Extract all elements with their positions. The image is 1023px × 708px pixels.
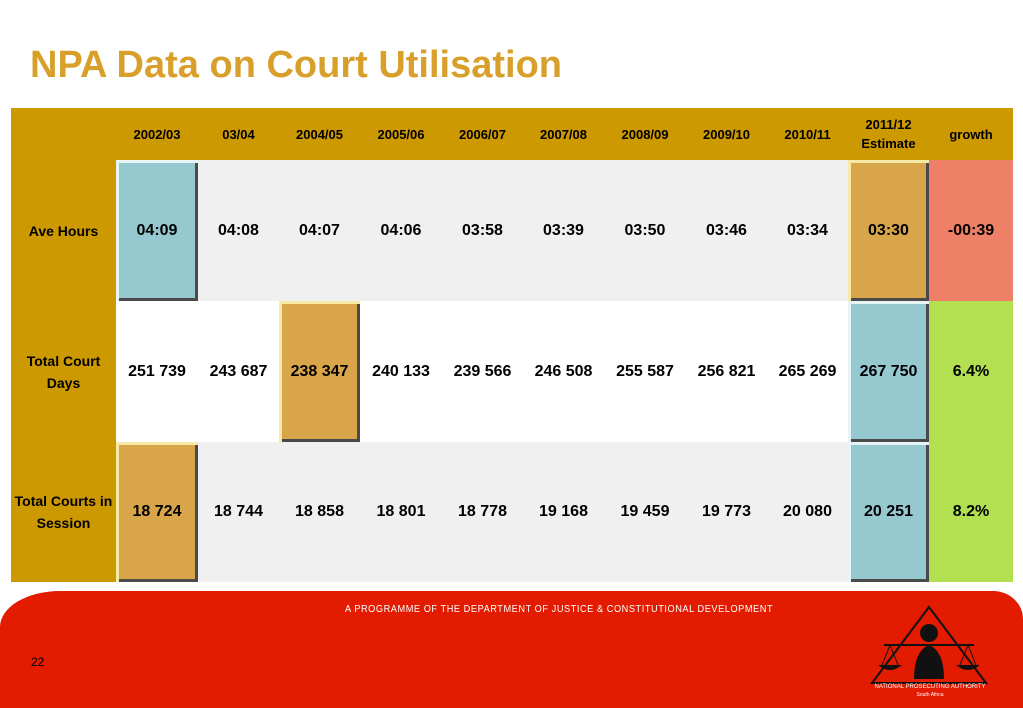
- row-label: Total Courts in Session: [11, 442, 116, 582]
- table-cell: 20 251: [848, 442, 929, 582]
- table-cell: 243 687: [198, 301, 279, 442]
- table-cell: 265 269: [767, 301, 848, 442]
- npa-logo-subtitle: South Africa: [916, 692, 944, 698]
- header-cell: 03/04: [198, 108, 279, 160]
- programme-text: A PROGRAMME OF THE DEPARTMENT OF JUSTICE…: [345, 604, 774, 615]
- growth-cell: -00:39: [929, 160, 1013, 301]
- page-number: 22: [31, 655, 45, 669]
- table-cell: 03:46: [686, 160, 767, 301]
- table-cell: 18 724: [116, 442, 198, 582]
- table-cell: 19 773: [686, 442, 767, 582]
- table-cell: 03:50: [604, 160, 686, 301]
- court-utilisation-table: 2002/03 03/04 2004/05 2005/06 2006/07 20…: [11, 108, 1013, 582]
- header-cell: 2009/10: [686, 108, 767, 160]
- table-cell: 239 566: [442, 301, 523, 442]
- table-cell: 20 080: [767, 442, 848, 582]
- table-cell: 04:07: [279, 160, 360, 301]
- table-row: Total Court Days 251 739 243 687 238 347…: [11, 301, 1013, 442]
- row-label: Ave Hours: [11, 160, 116, 301]
- table-cell: 04:08: [198, 160, 279, 301]
- table-cell: 246 508: [523, 301, 604, 442]
- npa-logo-name: NATIONAL PROSECUTING AUTHORITY: [874, 684, 986, 690]
- table-cell: 267 750: [848, 301, 929, 442]
- table-cell: 251 739: [116, 301, 198, 442]
- header-cell: 2005/06: [360, 108, 442, 160]
- header-cell-estimate: 2011/12 Estimate: [848, 108, 929, 160]
- table-cell: 18 858: [279, 442, 360, 582]
- growth-cell: 8.2%: [929, 442, 1013, 582]
- table-cell: 03:34: [767, 160, 848, 301]
- table-cell: 256 821: [686, 301, 767, 442]
- table-cell: 238 347: [279, 301, 360, 442]
- table-row: Ave Hours 04:09 04:08 04:07 04:06 03:58 …: [11, 160, 1013, 301]
- table-cell: 04:09: [116, 160, 198, 301]
- table-cell: 19 459: [604, 442, 686, 582]
- header-cell: 2006/07: [442, 108, 523, 160]
- header-cell: 2004/05: [279, 108, 360, 160]
- table-cell: 03:58: [442, 160, 523, 301]
- header-cell: 2010/11: [767, 108, 848, 160]
- row-label: Total Court Days: [11, 301, 116, 442]
- table-cell: 18 778: [442, 442, 523, 582]
- header-cell-growth: growth: [929, 108, 1013, 160]
- table-cell: 255 587: [604, 301, 686, 442]
- table-row: Total Courts in Session 18 724 18 744 18…: [11, 442, 1013, 582]
- table-cell: 19 168: [523, 442, 604, 582]
- table-cell: 18 744: [198, 442, 279, 582]
- growth-cell: 6.4%: [929, 301, 1013, 442]
- header-row: 2002/03 03/04 2004/05 2005/06 2006/07 20…: [11, 108, 1013, 160]
- page-title: NPA Data on Court Utilisation: [30, 44, 562, 86]
- table-cell: 03:30: [848, 160, 929, 301]
- npa-scales-logo-icon: [870, 605, 988, 684]
- table-cell: 04:06: [360, 160, 442, 301]
- header-corner: [11, 108, 116, 160]
- table-cell: 18 801: [360, 442, 442, 582]
- header-cell: 2007/08: [523, 108, 604, 160]
- header-cell: 2008/09: [604, 108, 686, 160]
- footer-band: [0, 591, 1023, 708]
- header-cell: 2002/03: [116, 108, 198, 160]
- table-cell: 03:39: [523, 160, 604, 301]
- table-cell: 240 133: [360, 301, 442, 442]
